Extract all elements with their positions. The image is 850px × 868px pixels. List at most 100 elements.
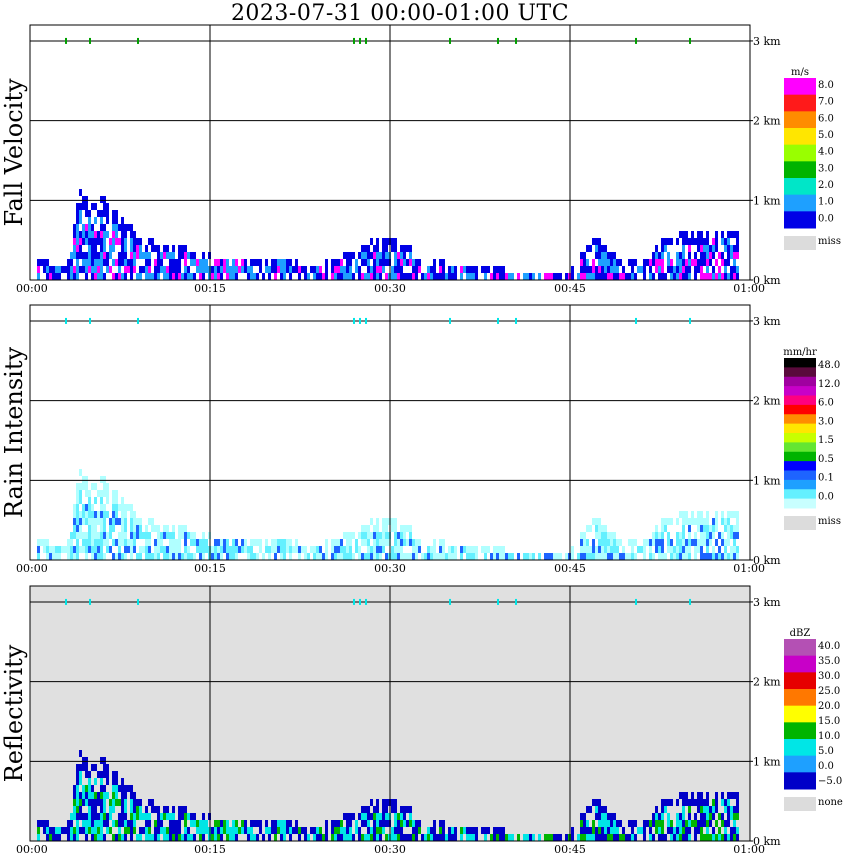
echo-cell <box>76 210 79 217</box>
echo-cell <box>325 820 328 827</box>
echo-cell <box>133 252 136 259</box>
echo-cell <box>439 266 442 273</box>
echo-cell <box>622 553 625 560</box>
echo-cell <box>472 266 475 273</box>
echo-cell <box>727 813 730 820</box>
echo-cell <box>526 273 529 280</box>
echo-cell <box>706 245 709 252</box>
echo-cell <box>430 266 433 273</box>
echo-cell <box>733 827 736 834</box>
echo-cell <box>79 266 82 273</box>
echo-cell <box>103 813 106 820</box>
echo-cell <box>343 532 346 539</box>
echo-cell <box>667 266 670 273</box>
echo-cell <box>349 813 352 820</box>
echo-cell <box>274 834 277 841</box>
echo-cell <box>160 532 163 539</box>
echo-cell <box>145 532 148 539</box>
echo-cell <box>397 546 400 553</box>
echo-cell <box>112 834 115 841</box>
legend-swatch <box>784 470 816 481</box>
echo-cell <box>145 525 148 532</box>
echo-cell <box>364 813 367 820</box>
echo-cell <box>124 813 127 820</box>
echo-cell <box>433 820 436 827</box>
echo-cell <box>361 813 364 820</box>
echo-cell <box>622 546 625 553</box>
echo-cell <box>682 238 685 245</box>
height-mark <box>497 598 499 605</box>
echo-cell <box>112 497 115 504</box>
echo-cell <box>115 820 118 827</box>
echo-cell <box>91 820 94 827</box>
echo-cell <box>499 266 502 273</box>
echo-cell <box>94 518 97 525</box>
echo-cell <box>280 553 283 560</box>
echo-cell <box>94 764 97 771</box>
echo-cell <box>46 273 49 280</box>
echo-cell <box>367 806 370 813</box>
echo-cell <box>499 834 502 841</box>
echo-cell <box>130 525 133 532</box>
echo-cell <box>187 553 190 560</box>
echo-cell <box>103 806 106 813</box>
echo-cell <box>736 792 739 799</box>
echo-cell <box>685 273 688 280</box>
echo-cell <box>685 266 688 273</box>
echo-cell <box>118 546 121 553</box>
echo-cell <box>373 820 376 827</box>
echo-cell <box>589 806 592 813</box>
echo-cell <box>607 820 610 827</box>
echo-cell <box>397 539 400 546</box>
echo-cell <box>79 771 82 778</box>
echo-cell <box>253 834 256 841</box>
echo-cell <box>76 266 79 273</box>
echo-cell <box>124 834 127 841</box>
echo-cell <box>133 518 136 525</box>
echo-cell <box>148 813 151 820</box>
echo-cell <box>88 231 91 238</box>
echo-cell <box>244 820 247 827</box>
echo-cell <box>472 546 475 553</box>
x-tick-label: 00:00 <box>16 562 48 575</box>
echo-cell <box>730 245 733 252</box>
echo-cell <box>100 210 103 217</box>
echo-cell <box>697 792 700 799</box>
echo-cell <box>703 820 706 827</box>
echo-cell <box>439 827 442 834</box>
echo-cell <box>601 273 604 280</box>
legend-value: 6.0 <box>818 113 834 124</box>
echo-cell <box>607 546 610 553</box>
echo-cell <box>658 553 661 560</box>
echo-cell <box>91 252 94 259</box>
echo-cell <box>145 273 148 280</box>
echo-cell <box>373 266 376 273</box>
echo-cell <box>280 827 283 834</box>
echo-cell <box>721 231 724 238</box>
echo-cell <box>325 539 328 546</box>
echo-cell <box>376 518 379 525</box>
echo-cell <box>370 532 373 539</box>
echo-cell <box>79 238 82 245</box>
echo-cell <box>703 273 706 280</box>
echo-cell <box>82 483 85 490</box>
echo-cell <box>370 266 373 273</box>
echo-cell <box>313 546 316 553</box>
height-mark <box>359 317 361 324</box>
echo-cell <box>76 778 79 785</box>
echo-cell <box>193 532 196 539</box>
echo-cell <box>679 820 682 827</box>
echo-cell <box>601 259 604 266</box>
echo-cell <box>223 827 226 834</box>
echo-cell <box>160 252 163 259</box>
echo-cell <box>64 827 67 834</box>
echo-cell <box>103 210 106 217</box>
echo-cell <box>250 273 253 280</box>
echo-cell <box>76 792 79 799</box>
echo-cell <box>94 259 97 266</box>
echo-cell <box>415 834 418 841</box>
echo-cell <box>679 539 682 546</box>
height-mark <box>515 317 517 324</box>
echo-cell <box>721 553 724 560</box>
